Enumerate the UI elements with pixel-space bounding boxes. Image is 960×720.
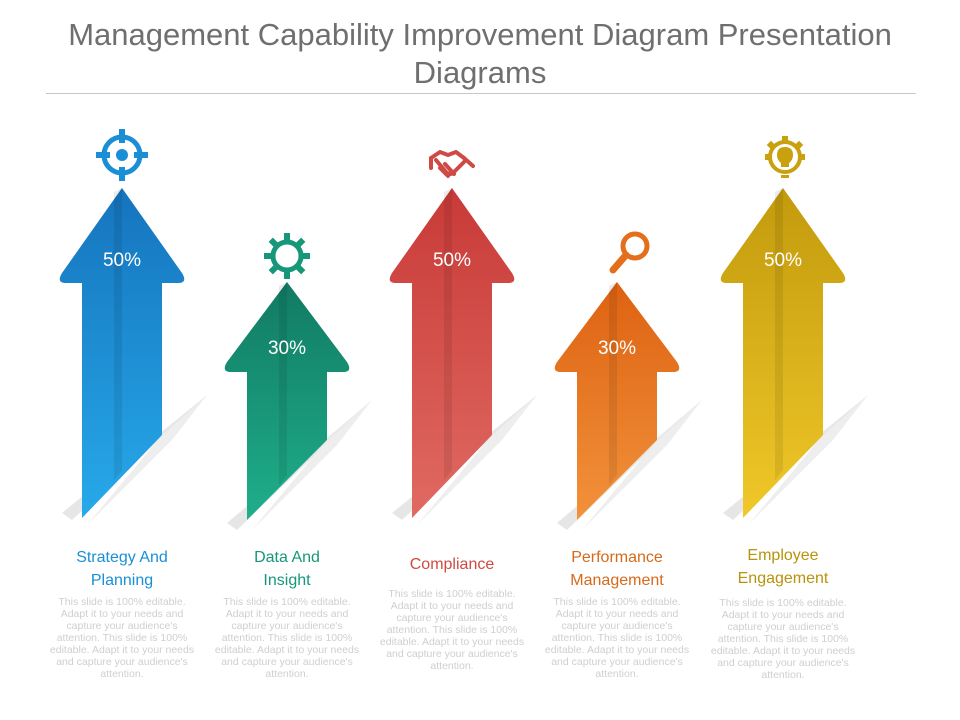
step-strategy-planning: 50% Strategy And Planning This slide is … [42,0,207,720]
step-label-line2: Management [570,572,664,589]
percent-value: 50% [763,250,803,271]
arrow-tall-red [389,188,537,525]
step-description: This slide is 100% editable. Adapt it to… [710,597,856,681]
slide-title: Management Capability Improvement Diagra… [40,16,920,92]
handshake-icon [429,150,475,178]
title-divider [46,93,916,94]
step-label-line1: Employee [747,547,819,564]
step-label-line1: Strategy And [76,549,168,566]
step-label: Strategy And Planning [42,546,202,592]
gear-icon [264,233,310,279]
step-description: This slide is 100% editable. Adapt it to… [379,588,525,672]
step-label-line2: Engagement [737,570,829,587]
percent-value: 30% [597,338,637,359]
step-employee-engagement: 50% Employee Engagement This slide is 10… [703,0,868,720]
arrow-tall-blue [59,188,207,525]
magnifier-icon [609,231,650,274]
percent-value: 50% [102,250,142,271]
percent-value: 30% [267,338,307,359]
step-description: This slide is 100% editable. Adapt it to… [544,596,690,680]
percent-value: 50% [432,250,472,271]
step-compliance: 50% Compliance This slide is 100% editab… [372,0,537,720]
step-data-insight: 30% Data And Insight This slide is 100% … [207,0,372,720]
arrow-short-orange [554,282,702,530]
step-performance-management: 30% Performance Management This slide is… [537,0,702,720]
step-label-line2: Planning [90,572,154,589]
step-label: Data And Insight [207,546,367,592]
step-description: This slide is 100% editable. Adapt it to… [49,596,195,680]
step-description: This slide is 100% editable. Adapt it to… [214,596,360,680]
step-label: Compliance [372,553,532,576]
slide-title-line2: Diagrams [413,55,547,90]
arrow-short-green [224,282,372,530]
crosshair-icon [96,129,148,181]
step-label-line2: Insight [263,572,311,589]
slide-title-line1: Management Capability Improvement Diagra… [68,17,892,52]
step-label-line1: Compliance [409,556,495,573]
step-label-line1: Data And [254,549,320,566]
step-label-line1: Performance [571,549,663,566]
step-label: Employee Engagement [703,544,863,590]
arrow-tall-yellow [720,188,868,525]
step-label: Performance Management [537,546,697,592]
lightbulb-gear-icon [765,136,805,178]
